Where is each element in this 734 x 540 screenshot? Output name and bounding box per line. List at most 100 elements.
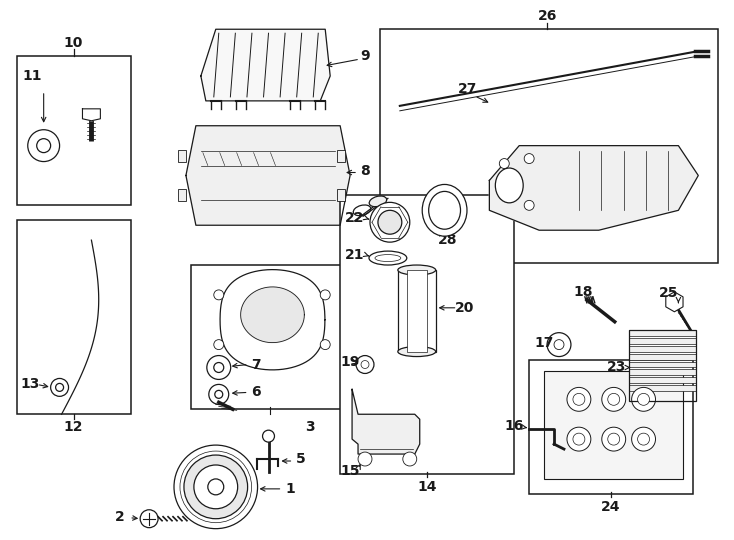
Text: 27: 27 (458, 82, 477, 96)
Circle shape (567, 387, 591, 411)
Text: 5: 5 (296, 452, 305, 466)
Bar (529, 360, 694, 494)
Circle shape (608, 433, 619, 445)
Text: 17: 17 (534, 336, 553, 349)
Circle shape (207, 355, 230, 380)
Circle shape (554, 340, 564, 349)
Polygon shape (82, 109, 101, 121)
Circle shape (184, 455, 247, 519)
Circle shape (524, 153, 534, 164)
Bar (407, 270, 426, 352)
Circle shape (547, 333, 571, 356)
Circle shape (215, 390, 222, 399)
Text: 20: 20 (455, 301, 474, 315)
Text: 7: 7 (251, 357, 261, 372)
Bar (17, 56, 131, 205)
Ellipse shape (398, 347, 436, 356)
Bar (628, 386, 697, 392)
Bar (628, 361, 697, 368)
Polygon shape (186, 126, 350, 225)
Ellipse shape (375, 254, 401, 261)
Text: 1: 1 (286, 482, 295, 496)
Circle shape (37, 139, 51, 153)
Circle shape (320, 290, 330, 300)
Bar (340, 195, 515, 474)
Text: 15: 15 (341, 464, 360, 478)
Bar (191, 265, 350, 409)
Text: 12: 12 (64, 420, 83, 434)
Bar (628, 369, 697, 375)
Bar (178, 150, 186, 161)
Circle shape (208, 479, 224, 495)
Text: 4: 4 (395, 213, 404, 227)
Circle shape (632, 427, 655, 451)
Circle shape (524, 200, 534, 210)
Bar (628, 330, 697, 401)
Polygon shape (201, 29, 330, 101)
Circle shape (194, 465, 238, 509)
Circle shape (370, 202, 410, 242)
Text: 16: 16 (504, 419, 524, 433)
Text: 6: 6 (251, 386, 261, 400)
Ellipse shape (398, 265, 436, 275)
Text: 8: 8 (360, 164, 370, 178)
Polygon shape (220, 269, 325, 370)
Text: 23: 23 (607, 361, 626, 375)
Text: 21: 21 (345, 248, 365, 262)
Bar (628, 338, 697, 343)
Circle shape (174, 445, 258, 529)
Polygon shape (490, 146, 698, 230)
Circle shape (214, 340, 224, 349)
Circle shape (573, 433, 585, 445)
Bar (178, 190, 186, 201)
Circle shape (608, 393, 619, 406)
Circle shape (214, 362, 224, 373)
Bar (628, 330, 697, 336)
Circle shape (358, 452, 372, 466)
Text: 22: 22 (345, 211, 365, 225)
Ellipse shape (369, 251, 407, 265)
Polygon shape (241, 287, 305, 342)
Circle shape (638, 433, 650, 445)
Bar (628, 346, 697, 352)
Bar (337, 150, 345, 161)
Bar (628, 377, 697, 383)
Circle shape (51, 379, 68, 396)
Ellipse shape (422, 185, 467, 236)
Text: 10: 10 (64, 36, 83, 50)
Text: 25: 25 (658, 286, 678, 300)
Circle shape (638, 393, 650, 406)
Text: 13: 13 (20, 377, 40, 392)
Circle shape (378, 210, 401, 234)
Ellipse shape (369, 196, 387, 207)
Circle shape (140, 510, 158, 528)
Bar (398, 270, 436, 352)
Text: 26: 26 (537, 9, 557, 23)
Bar (544, 372, 683, 479)
Bar (337, 190, 345, 201)
Circle shape (56, 383, 64, 392)
Bar (628, 354, 697, 360)
Ellipse shape (429, 191, 460, 229)
Circle shape (602, 427, 625, 451)
Text: 18: 18 (573, 285, 592, 299)
Text: 2: 2 (115, 510, 124, 524)
Circle shape (356, 355, 374, 374)
Circle shape (403, 452, 417, 466)
Bar (380, 29, 718, 263)
Text: 14: 14 (417, 480, 437, 494)
Circle shape (361, 361, 369, 368)
Text: 9: 9 (360, 49, 370, 63)
Circle shape (499, 159, 509, 168)
Text: 3: 3 (305, 420, 315, 434)
Polygon shape (352, 389, 420, 454)
Circle shape (573, 393, 585, 406)
Circle shape (602, 387, 625, 411)
Circle shape (208, 384, 229, 404)
Circle shape (567, 427, 591, 451)
Text: 11: 11 (22, 69, 42, 83)
Bar (17, 220, 131, 414)
Text: 28: 28 (438, 233, 457, 247)
Ellipse shape (353, 205, 371, 215)
Circle shape (632, 387, 655, 411)
